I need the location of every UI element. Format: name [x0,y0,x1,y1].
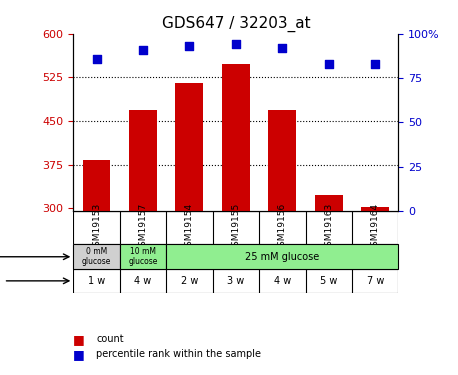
Point [278,45,286,51]
Text: GSM19164: GSM19164 [371,203,380,252]
Text: GSM19163: GSM19163 [324,203,333,252]
Point [186,43,193,49]
Text: 4 w: 4 w [274,276,291,286]
Text: count: count [96,334,124,344]
Bar [166,244,398,269]
Bar [82,160,110,375]
Point [93,56,100,62]
Text: 25 mM glucose: 25 mM glucose [245,252,319,262]
Bar [315,195,343,375]
Text: ■: ■ [73,348,85,361]
Text: GSM19153: GSM19153 [92,203,101,252]
Text: 7 w: 7 w [366,276,384,286]
Text: GSM19157: GSM19157 [138,203,147,252]
Point [232,41,240,47]
Point [139,47,147,53]
Point [325,61,333,67]
Text: GSM19156: GSM19156 [278,203,287,252]
Text: ■: ■ [73,333,85,346]
Text: 10 mM
glucose: 10 mM glucose [128,247,158,267]
Text: GSM19154: GSM19154 [185,203,194,252]
Point [371,61,379,67]
Bar [222,64,250,375]
Bar [120,244,166,269]
Text: percentile rank within the sample: percentile rank within the sample [96,350,261,359]
Title: GDS647 / 32203_at: GDS647 / 32203_at [162,16,310,32]
Text: GSM19155: GSM19155 [231,203,240,252]
Bar [129,111,157,375]
Text: 4 w: 4 w [134,276,152,286]
Bar [361,207,389,375]
Bar [175,83,203,375]
Text: 5 w: 5 w [320,276,338,286]
Text: 2 w: 2 w [181,276,198,286]
Text: 3 w: 3 w [227,276,245,286]
Bar [73,244,120,269]
Text: 0 mM
glucose: 0 mM glucose [82,247,111,267]
Bar [268,111,296,375]
Text: 1 w: 1 w [88,276,105,286]
